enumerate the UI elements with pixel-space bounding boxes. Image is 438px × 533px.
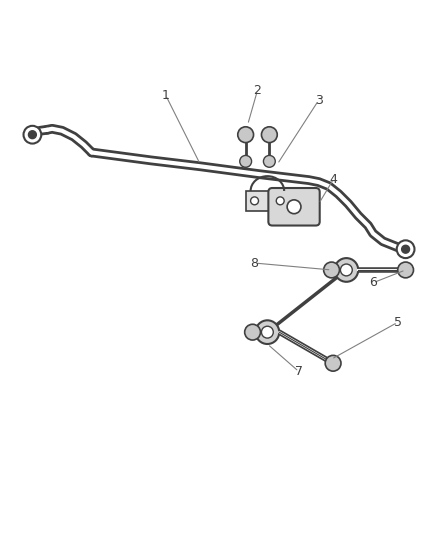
Circle shape — [261, 127, 277, 143]
Text: 8: 8 — [251, 256, 258, 270]
Text: 3: 3 — [315, 94, 323, 107]
Circle shape — [28, 131, 36, 139]
Text: 4: 4 — [329, 173, 337, 185]
FancyBboxPatch shape — [268, 188, 320, 225]
Circle shape — [335, 258, 358, 282]
Circle shape — [261, 326, 273, 338]
Text: 2: 2 — [254, 84, 261, 97]
Circle shape — [263, 156, 275, 167]
Circle shape — [24, 126, 41, 143]
Text: 5: 5 — [394, 316, 402, 329]
Circle shape — [245, 324, 261, 340]
Circle shape — [238, 127, 254, 143]
Circle shape — [402, 245, 410, 253]
Bar — [246, 191, 289, 211]
Circle shape — [276, 197, 284, 205]
Circle shape — [324, 262, 339, 278]
Circle shape — [340, 264, 352, 276]
Circle shape — [251, 197, 258, 205]
Circle shape — [398, 262, 413, 278]
Circle shape — [240, 156, 251, 167]
Circle shape — [255, 320, 279, 344]
Circle shape — [325, 356, 341, 371]
Text: 6: 6 — [369, 276, 377, 289]
Text: 7: 7 — [295, 365, 303, 378]
Text: 1: 1 — [162, 88, 170, 102]
Circle shape — [397, 240, 414, 258]
Circle shape — [287, 200, 301, 214]
